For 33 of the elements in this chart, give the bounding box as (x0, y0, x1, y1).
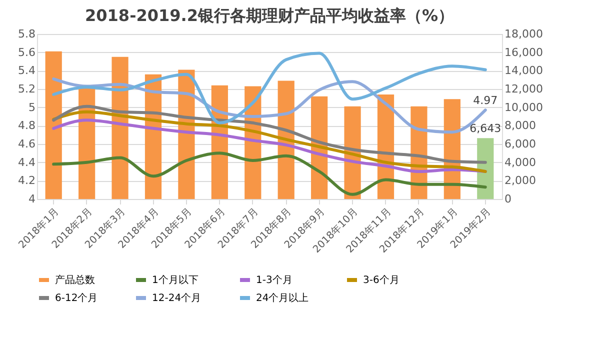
legend-label: 1个月以下 (152, 274, 198, 286)
bar (477, 138, 494, 199)
y-tick-label: 4.6 (18, 138, 36, 150)
legend-label: 12-24个月 (152, 292, 202, 304)
y2-tick-label: 16,000 (504, 46, 543, 59)
line-series (52, 152, 487, 196)
y-tick-label: 5.4 (18, 64, 36, 78)
legend-label: 3-6个月 (363, 274, 400, 286)
bar (45, 51, 62, 199)
legend-label: 1-3个月 (256, 274, 292, 286)
y2-tick-label: 14,000 (504, 64, 543, 78)
y-tick-label: 4.2 (18, 174, 36, 188)
data-label: 6,643 (470, 122, 502, 136)
y2-tick-label: 4,000 (504, 156, 536, 169)
chart-title: 2018-2019.2银行各期理财产品平均收益率（%） (85, 6, 454, 25)
legend-label: 产品总数 (55, 274, 95, 286)
y-tick-label: 4.8 (18, 119, 36, 132)
y2-tick-label: 8,000 (504, 119, 536, 132)
y-tick-label: 5.8 (18, 28, 36, 40)
y2-tick-label: 2,000 (504, 174, 536, 188)
y2-tick-label: 6,000 (504, 138, 536, 150)
legend-label: 24个月以上 (256, 292, 309, 304)
y2-tick-label: 18,000 (504, 28, 543, 40)
y2-tick-label: 10,000 (504, 100, 543, 114)
y-tick-label: 5.6 (18, 46, 36, 59)
legend-label: 6-12个月 (55, 292, 98, 304)
y-tick-label: 4 (28, 192, 36, 206)
y-tick-label: 4.4 (18, 156, 36, 169)
y-tick-label: 5.2 (18, 82, 36, 96)
y2-tick-label: 12,000 (504, 82, 543, 96)
data-label: 4.97 (473, 94, 498, 108)
y-tick-label: 5 (28, 100, 36, 114)
y2-tick-label: 0 (504, 192, 512, 206)
